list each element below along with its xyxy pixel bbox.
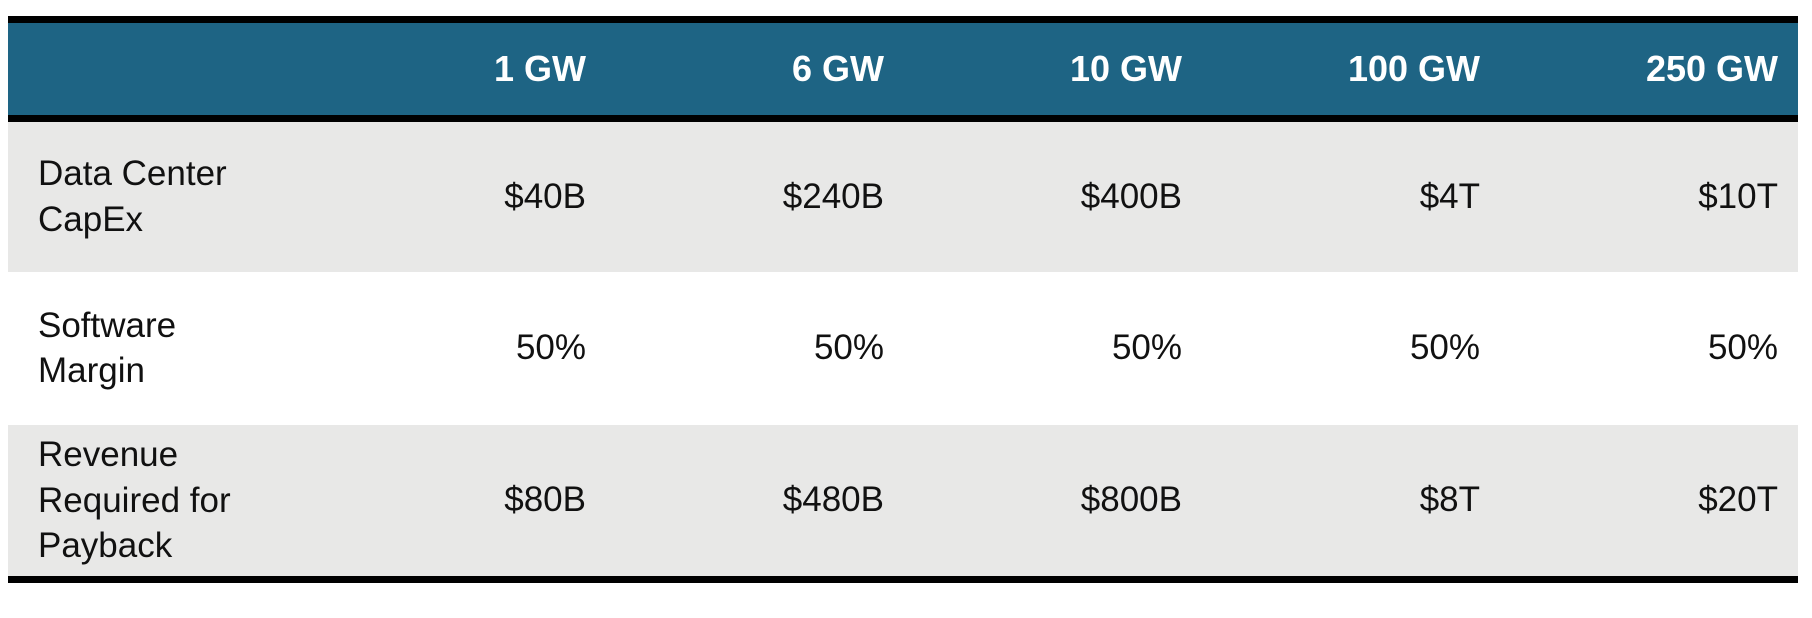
cell-revenue-1gw: $80B	[504, 480, 586, 520]
cell-margin-100gw: 50%	[1409, 328, 1480, 367]
header-col-250gw: 250 GW	[1500, 19, 1798, 122]
header-col-6gw: 6 GW	[606, 19, 904, 122]
cell-capex-6gw: $240B	[782, 176, 884, 216]
table-body: Data Center CapEx $40B $240B $400B $4T $…	[8, 118, 1798, 580]
capex-payback-table: 1 GW 6 GW 10 GW 100 GW 250 GW Data Cente…	[8, 16, 1798, 583]
cell-revenue-250gw: $20T	[1698, 480, 1778, 520]
row-label-software-margin: Software Margin	[38, 305, 177, 391]
cell-margin-1gw: 50%	[515, 328, 586, 367]
row-revenue-required: Revenue Required for Payback $80B $480B …	[8, 424, 1798, 580]
row-label-data-center-capex: Data Center CapEx	[38, 154, 227, 239]
header-col-1gw: 1 GW	[308, 19, 606, 122]
cell-capex-1gw: $40B	[504, 176, 586, 216]
header-col-10gw: 10 GW	[904, 19, 1202, 122]
row-software-margin: Software Margin 50% 50% 50% 50% 50%	[8, 271, 1798, 425]
row-data-center-capex: Data Center CapEx $40B $240B $400B $4T $…	[8, 118, 1798, 272]
cell-revenue-100gw: $8T	[1419, 480, 1480, 520]
table-header: 1 GW 6 GW 10 GW 100 GW 250 GW	[8, 19, 1798, 122]
header-corner-cell	[8, 19, 308, 122]
cell-capex-10gw: $400B	[1080, 176, 1182, 216]
cell-margin-10gw: 50%	[1111, 328, 1182, 367]
header-col-100gw: 100 GW	[1202, 19, 1500, 122]
cell-capex-250gw: $10T	[1698, 176, 1778, 216]
cell-capex-100gw: $4T	[1419, 176, 1480, 216]
cell-margin-6gw: 50%	[813, 328, 884, 367]
cell-revenue-10gw: $800B	[1080, 480, 1182, 520]
cell-revenue-6gw: $480B	[782, 480, 884, 520]
cell-margin-250gw: 50%	[1707, 328, 1778, 367]
row-label-revenue-required: Revenue Required for Payback	[38, 435, 231, 565]
capex-payback-table-container: 1 GW 6 GW 10 GW 100 GW 250 GW Data Cente…	[8, 16, 1798, 583]
header-row: 1 GW 6 GW 10 GW 100 GW 250 GW	[8, 19, 1798, 122]
